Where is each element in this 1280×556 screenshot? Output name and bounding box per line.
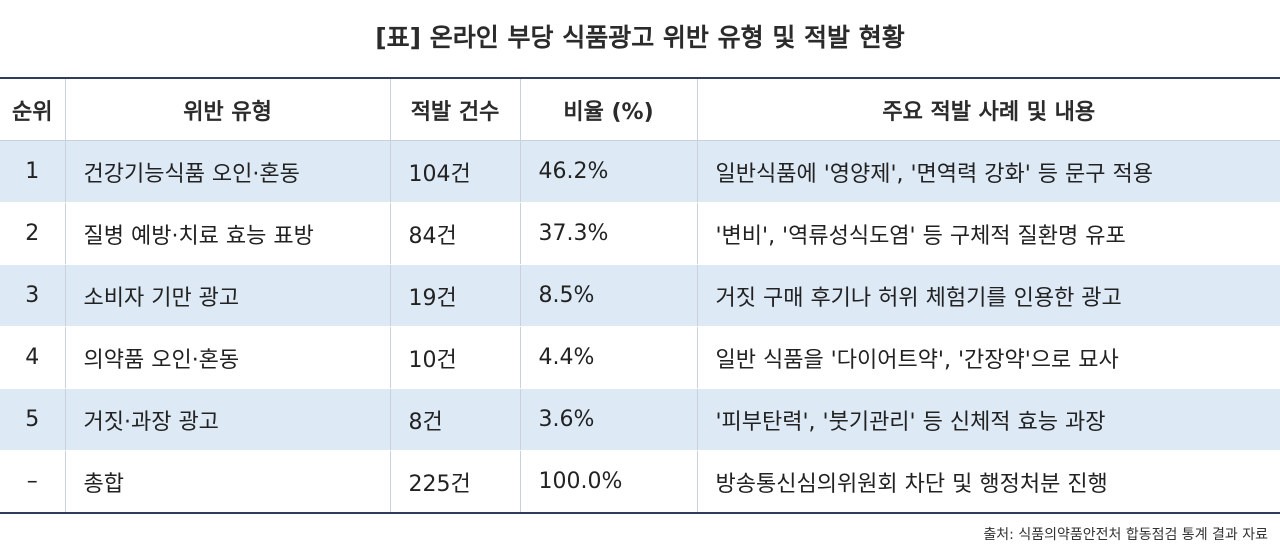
table-cell: 2 [0, 202, 65, 265]
column-header: 적발 건수 [389, 78, 520, 141]
table-row: 1 건강기능식품 오인·혼동 104건 46.2% 일반식품에 '영양제', '면역력 … [0, 140, 1280, 203]
table-cell: '피부탄력', '붓기관리' 등 신체적 효능 과장 [696, 388, 1280, 451]
table-cell: 100.0% [519, 450, 697, 514]
table-cell: 소비자 기만 광고 [64, 264, 390, 327]
table-row: 5 거짓·과장 광고 8건 3.6% '피부탄력', '붓기관리' 등 신체적 효능 과… [0, 388, 1280, 451]
table-cell: 8건 [389, 388, 520, 451]
table-row: 2 질병 예방·치료 효능 표방 84건 37.3% '변비', '역류성식도염' 등 … [0, 202, 1280, 265]
table-cell: 19건 [389, 264, 520, 327]
column-header: 순위 [0, 78, 65, 141]
table-row: 3 소비자 기만 광고 19건 8.5% 거짓 구매 후기나 허위 체험기를 인용한 광… [0, 264, 1280, 327]
table-title: [표] 온라인 부당 식품광고 위반 유형 및 적발 현황 [375, 23, 905, 52]
table-cell: 84건 [389, 202, 520, 265]
column-header: 위반 유형 [64, 78, 390, 141]
table-cell: '변비', '역류성식도염' 등 구체적 질환명 유포 [696, 202, 1280, 265]
table-cell: 거짓·과장 광고 [64, 388, 390, 451]
table-cell: 4.4% [519, 326, 697, 389]
table-cell: – [0, 450, 65, 514]
column-header: 비율 (%) [519, 78, 697, 141]
table-cell: 10건 [389, 326, 520, 389]
table-row: 4 의약품 오인·혼동 10건 4.4% 일반 식품을 '다이어트약', '간장약'으로… [0, 326, 1280, 389]
table-cell: 3.6% [519, 388, 697, 451]
table-cell: 5 [0, 388, 65, 451]
table-cell: 225건 [389, 450, 520, 514]
table-cell: 일반식품에 '영양제', '면역력 강화' 등 문구 적용 [696, 140, 1280, 203]
column-header: 주요 적발 사례 및 내용 [696, 78, 1280, 141]
data-table: 순위 위반 유형 적발 건수 비율 (%) 주요 적발 사례 및 내용 1 건강기능식품 … [0, 77, 1280, 514]
table-cell: 총합 [64, 450, 390, 514]
table-body: 1 건강기능식품 오인·혼동 104건 46.2% 일반식품에 '영양제', '면역력 … [0, 140, 1280, 514]
table-cell: 37.3% [519, 202, 697, 265]
table-row: – 총합 225건 100.0% 방송통신심의위원회 차단 및 행정처분 진행 [0, 450, 1280, 514]
table-cell: 4 [0, 326, 65, 389]
table-cell: 3 [0, 264, 65, 327]
table-cell: 46.2% [519, 140, 697, 203]
table-cell: 건강기능식품 오인·혼동 [64, 140, 390, 203]
table-cell: 거짓 구매 후기나 허위 체험기를 인용한 광고 [696, 264, 1280, 327]
source-note: 출처: 식품의약품안전처 합동점검 통계 결과 자료 [983, 527, 1268, 543]
table-cell: 의약품 오인·혼동 [64, 326, 390, 389]
table-cell: 일반 식품을 '다이어트약', '간장약'으로 묘사 [696, 326, 1280, 389]
table-cell: 방송통신심의위원회 차단 및 행정처분 진행 [696, 450, 1280, 514]
table-cell: 1 [0, 140, 65, 203]
table-cell: 8.5% [519, 264, 697, 327]
header-row: 순위 위반 유형 적발 건수 비율 (%) 주요 적발 사례 및 내용 [0, 78, 1280, 141]
table-cell: 질병 예방·치료 효능 표방 [64, 202, 390, 265]
table-cell: 104건 [389, 140, 520, 203]
